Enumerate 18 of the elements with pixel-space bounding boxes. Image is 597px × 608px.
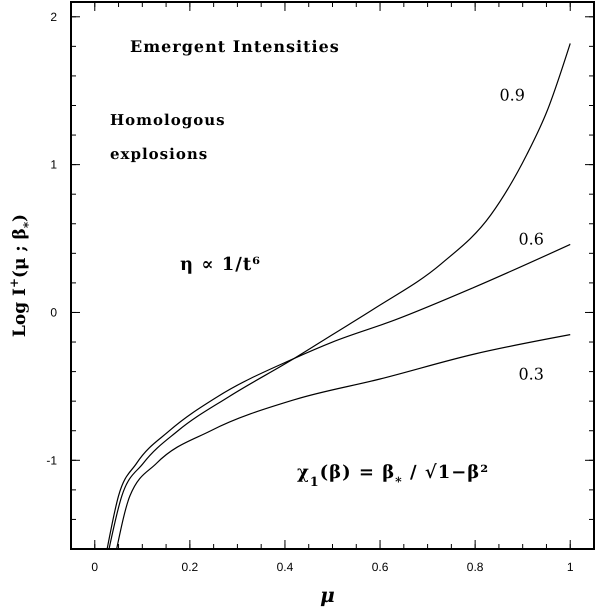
- x-tick-label: 0.2: [182, 560, 199, 574]
- text: Emergent Intensities: [130, 37, 340, 56]
- y-tick-label: -1: [46, 453, 58, 468]
- x-tick-label: 0.6: [372, 560, 389, 574]
- series-label: 0.6: [518, 229, 544, 248]
- annotation: η ∝ 1/t⁶: [180, 254, 262, 275]
- series-label: 0.3: [518, 364, 544, 384]
- y-tick-label: 0: [50, 305, 58, 320]
- x-tick-label: 0.8: [466, 560, 484, 574]
- annotation: χ$_{1}$(β) = β$_{*}$ / √1−β²: [297, 462, 490, 488]
- x-axis-title: μ: [320, 583, 335, 607]
- x-tick-label: 0.4: [276, 560, 294, 574]
- y-tick-label: 2: [50, 10, 58, 24]
- annotation: Homologous explosions: [110, 111, 226, 163]
- x-tick-label: 0: [91, 560, 98, 574]
- x-tick-label: 1: [566, 560, 574, 574]
- series-label: 0.9: [500, 85, 525, 104]
- y-tick-label: 1: [50, 158, 58, 172]
